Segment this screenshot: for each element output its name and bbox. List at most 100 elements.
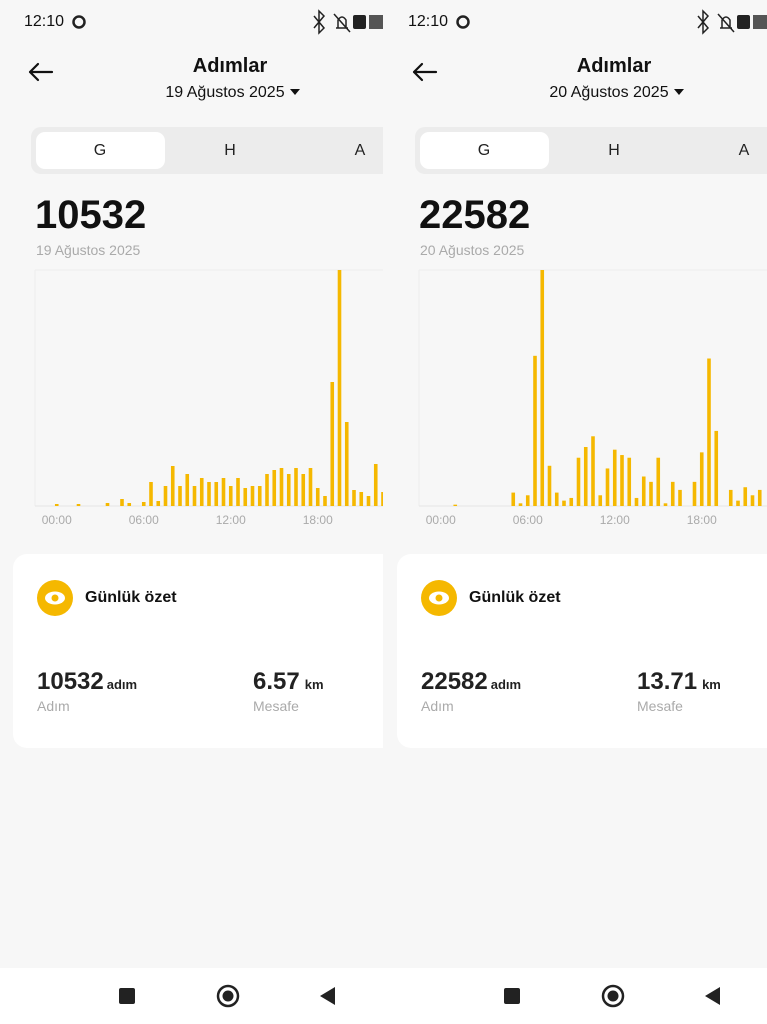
- bar: [315, 488, 320, 506]
- bar: [591, 436, 595, 506]
- tab[interactable]: G: [93, 142, 107, 159]
- steps-metric: 22582 adım: [421, 668, 521, 696]
- bar: [757, 489, 762, 506]
- back-button[interactable]: [705, 987, 720, 1005]
- steps-metric: 10532 adım: [37, 668, 137, 696]
- bar: [627, 457, 632, 506]
- bar: [670, 481, 675, 506]
- bar: [605, 468, 610, 506]
- distance-metric: 6.57 km: [253, 668, 324, 696]
- bar: [612, 449, 617, 506]
- bar: [533, 355, 537, 506]
- bar: [714, 430, 719, 506]
- tab[interactable]: G: [477, 142, 491, 159]
- bar: [699, 452, 704, 506]
- bar: [569, 497, 574, 506]
- steps-unit: adım: [106, 677, 138, 692]
- bar: [214, 482, 219, 506]
- date-selector[interactable]: 19 Ağustos 2025: [165, 84, 285, 101]
- bar: [540, 270, 545, 506]
- steps-unit: adım: [490, 677, 522, 692]
- summary-card: [397, 554, 767, 748]
- tab[interactable]: A: [354, 142, 366, 159]
- bar: [598, 495, 603, 506]
- bar: [163, 486, 168, 506]
- bar: [750, 495, 755, 506]
- date-dropdown-icon[interactable]: [674, 89, 684, 95]
- bar: [323, 496, 327, 506]
- status-icon: [697, 9, 710, 35]
- distance-unit: km: [304, 677, 324, 692]
- bar: [373, 464, 378, 506]
- bar: [562, 500, 566, 506]
- bar: [736, 500, 740, 506]
- date-selector[interactable]: 20 Ağustos 2025: [549, 84, 669, 101]
- total-steps: 22582: [419, 193, 531, 237]
- x-tick-label: 12:00: [600, 513, 630, 527]
- bar: [207, 482, 211, 506]
- summary-title: Günlük özet: [469, 589, 561, 606]
- bar: [221, 478, 226, 506]
- bar: [308, 468, 313, 506]
- bar: [127, 503, 132, 506]
- home-button[interactable]: [216, 984, 240, 1008]
- bar: [641, 476, 646, 506]
- bar: [250, 486, 255, 506]
- x-tick-label: 18:00: [303, 513, 333, 527]
- bar: [185, 474, 190, 506]
- distance-label: Mesafe: [253, 698, 299, 714]
- bar: [286, 474, 291, 506]
- distance-label: Mesafe: [637, 698, 683, 714]
- bar: [156, 501, 161, 506]
- date-dropdown-icon[interactable]: [290, 89, 300, 95]
- bar: [634, 497, 639, 506]
- bar: [649, 481, 653, 506]
- status-time: 12:10: [24, 13, 65, 30]
- tab[interactable]: A: [738, 142, 750, 159]
- distance-metric: 13.71 km: [637, 668, 721, 696]
- tab[interactable]: H: [608, 142, 620, 159]
- bar: [272, 470, 277, 506]
- bar: [728, 489, 733, 506]
- steps-label: Adım: [37, 698, 70, 714]
- bar: [743, 487, 748, 506]
- status-icon: [313, 9, 326, 35]
- bar: [330, 382, 335, 506]
- bar: [76, 504, 81, 506]
- recent-apps-button[interactable]: [504, 988, 520, 1004]
- bar: [178, 486, 182, 506]
- steps-label: Adım: [421, 698, 454, 714]
- bar: [149, 482, 153, 506]
- status-icon: [353, 15, 366, 29]
- distance-value: 6.57: [253, 668, 300, 695]
- back-arrow[interactable]: [412, 62, 438, 82]
- bar: [236, 478, 240, 506]
- bar: [692, 481, 697, 506]
- bar: [257, 486, 262, 506]
- summary-icon-pupil: [435, 594, 443, 602]
- bar: [518, 503, 523, 506]
- status-time: 12:10: [408, 13, 449, 30]
- bar: [554, 492, 559, 506]
- back-button[interactable]: [320, 987, 335, 1005]
- bar: [294, 468, 298, 506]
- tab-selected: [420, 132, 549, 169]
- home-button[interactable]: [601, 984, 625, 1008]
- bar: [576, 457, 581, 506]
- recent-apps-button[interactable]: [119, 988, 135, 1004]
- bar: [381, 492, 383, 506]
- tab[interactable]: H: [224, 142, 236, 159]
- bar: [547, 465, 552, 506]
- home-button-dot: [222, 990, 234, 1002]
- bar: [192, 486, 197, 506]
- status-icon: [456, 15, 470, 29]
- bar: [344, 422, 349, 506]
- x-tick-label: 12:00: [216, 513, 246, 527]
- back-arrow[interactable]: [28, 62, 54, 82]
- page-title: Adımlar: [576, 55, 652, 77]
- bar: [243, 488, 248, 506]
- bar: [366, 496, 371, 506]
